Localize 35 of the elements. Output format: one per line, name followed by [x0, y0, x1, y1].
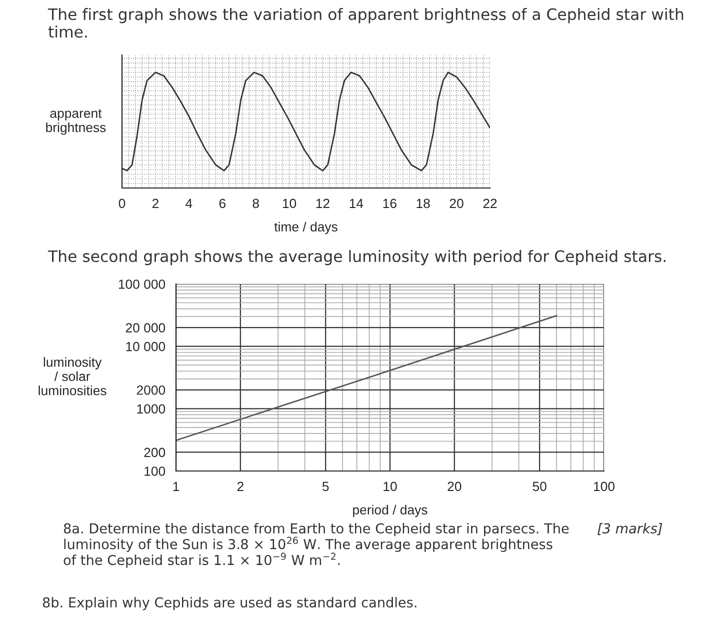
- chart-title: The second graph shows the average luminosity with period for Cepheid stars.: [48, 250, 666, 266]
- y-tick-label: 20 000: [126, 323, 166, 332]
- chart-title: The first graph shows the variation of apparent brightness of a Cepheid star with time.: [48, 8, 684, 38]
- text: 8b. Explain why Cephids are used as standard candles.: [42, 597, 416, 610]
- y-tick-label: 1000: [137, 404, 166, 414]
- x-tick-label: 50: [532, 482, 546, 492]
- x-tick-label: 10: [282, 198, 296, 208]
- x-tick-label: 16: [383, 198, 396, 208]
- x-tick-label: 5: [322, 482, 329, 492]
- y-tick-label: 10 000: [126, 342, 166, 352]
- text: [3 marks]: [598, 523, 662, 536]
- y-tick-label: 2000: [136, 385, 166, 395]
- text: 8a. Determine the distance from Earth to the Cepheid star in parsecs. The luminosity of the Sun is 3.8 × 10$^{26}$ W. The average apparent brightness of the Cepheid star is 1.1 × 10$^{−9}$ W m$^{−2}$.: [64, 523, 569, 568]
- x-axis-title: period / days: [353, 504, 428, 518]
- y-tick-label: 100 000: [118, 280, 166, 289]
- x-tick-label: 18: [416, 198, 430, 208]
- x-tick-label: 22: [483, 198, 497, 208]
- y-axis-title: apparent brightness: [46, 109, 106, 135]
- x-tick-label: 6: [219, 198, 226, 208]
- x-tick-label: 100: [594, 482, 614, 492]
- x-tick-label: 2: [237, 482, 244, 491]
- x-tick-label: 20: [450, 198, 464, 208]
- x-axis-title: time / days: [274, 222, 338, 234]
- x-tick-label: 1: [173, 482, 180, 491]
- x-tick-label: 0: [118, 198, 126, 208]
- y-tick-label: 200: [144, 448, 166, 458]
- x-tick-label: 2: [152, 198, 158, 208]
- x-tick-label: 8: [252, 198, 259, 208]
- x-tick-label: 20: [448, 482, 462, 492]
- x-tick-label: 12: [316, 198, 330, 208]
- y-axis-title: luminosity / solar luminosities: [38, 357, 106, 396]
- y-tick-label: 100: [144, 466, 166, 476]
- x-tick-label: 10: [384, 482, 397, 492]
- x-tick-label: 4: [186, 198, 192, 208]
- x-tick-label: 14: [350, 198, 364, 208]
